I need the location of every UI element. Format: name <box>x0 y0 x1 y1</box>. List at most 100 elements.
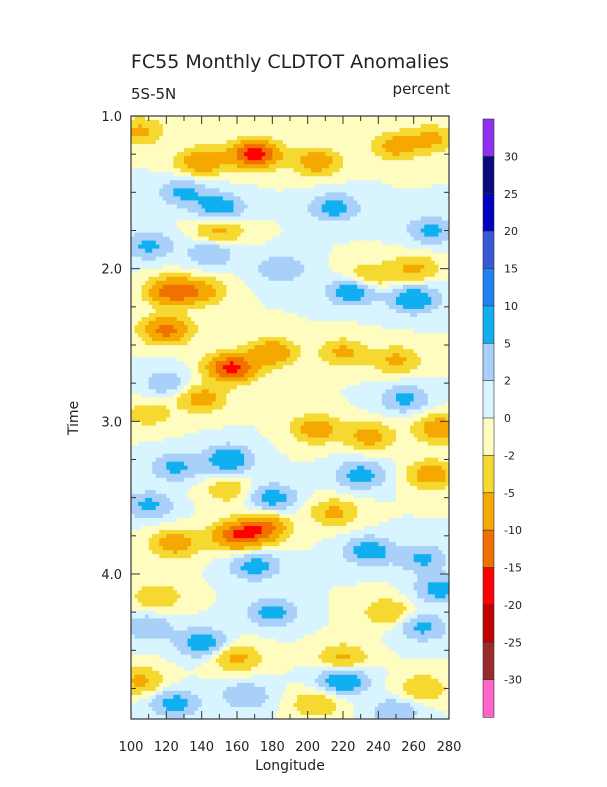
field-cell <box>378 272 383 278</box>
field-cell <box>325 317 330 322</box>
field-cell <box>332 212 337 218</box>
field-cell <box>201 212 206 218</box>
field-cell <box>290 132 295 137</box>
field-cell <box>244 208 249 214</box>
field-cell <box>431 329 436 334</box>
field-cell <box>378 164 383 169</box>
field-cell <box>251 276 256 282</box>
field-cell <box>357 284 362 290</box>
field-cell <box>247 232 252 238</box>
field-cell <box>131 224 136 230</box>
field-cell <box>131 200 136 206</box>
field-cell <box>318 156 323 161</box>
field-cell <box>208 232 213 238</box>
field-cell <box>290 288 295 294</box>
field-cell <box>293 284 298 290</box>
field-cell <box>438 296 443 302</box>
field-cell <box>159 292 164 298</box>
field-cell <box>155 280 160 286</box>
field-cell <box>300 196 305 202</box>
field-cell <box>371 317 376 322</box>
field-cell <box>268 292 273 298</box>
field-cell <box>410 280 415 286</box>
field-cell <box>279 304 284 310</box>
field-cell <box>371 224 376 230</box>
field-cell <box>406 312 411 318</box>
field-cell <box>254 152 259 157</box>
field-cell <box>254 184 259 189</box>
field-cell <box>194 180 199 185</box>
field-cell <box>176 208 182 214</box>
field-cell <box>403 264 408 270</box>
field-cell <box>134 312 139 318</box>
field-cell <box>343 216 348 222</box>
field-cell <box>413 325 418 330</box>
field-cell <box>441 292 447 298</box>
field-cell <box>385 200 390 206</box>
field-cell <box>403 192 408 197</box>
field-cell <box>420 272 425 278</box>
field-cell <box>148 124 153 129</box>
field-cell <box>371 325 376 330</box>
field-cell <box>367 224 372 230</box>
field-cell <box>290 240 295 246</box>
field-cell <box>145 240 150 246</box>
field-cell <box>314 264 319 270</box>
field-cell <box>159 272 164 278</box>
field-cell <box>364 152 369 157</box>
field-cell <box>138 172 143 177</box>
field-cell <box>194 208 199 214</box>
field-cell <box>335 304 341 310</box>
field-cell <box>293 148 298 153</box>
field-cell <box>138 292 143 298</box>
field-cell <box>180 248 185 254</box>
field-cell <box>311 156 316 161</box>
field-cell <box>148 333 153 338</box>
field-cell <box>388 333 394 338</box>
field-cell <box>396 172 401 177</box>
field-cell <box>300 292 305 298</box>
field-cell <box>258 312 263 318</box>
field-cell <box>360 184 365 189</box>
field-cell <box>413 160 418 165</box>
field-cell <box>173 148 178 153</box>
field-cell <box>258 160 263 165</box>
field-cell <box>350 321 355 326</box>
field-cell <box>314 192 319 197</box>
field-cell <box>403 329 408 334</box>
field-cell <box>286 228 291 234</box>
field-cell <box>141 288 146 294</box>
field-cell <box>173 236 178 242</box>
field-cell <box>215 128 220 133</box>
field-cell <box>399 296 404 302</box>
field-cell <box>191 240 196 246</box>
field-cell <box>420 168 425 173</box>
field-cell <box>374 160 379 165</box>
field-cell <box>438 156 443 161</box>
field-cell <box>434 296 439 302</box>
field-cell <box>148 184 153 189</box>
field-cell <box>275 224 280 230</box>
field-cell <box>360 300 365 306</box>
field-cell <box>321 176 326 181</box>
field-cell <box>424 288 429 294</box>
field-cell <box>279 168 284 173</box>
field-cell <box>364 184 369 189</box>
field-cell <box>282 204 288 210</box>
field-cell <box>413 304 418 310</box>
field-cell <box>254 204 259 210</box>
field-cell <box>205 232 210 238</box>
field-cell <box>360 252 365 258</box>
field-cell <box>297 128 302 133</box>
field-cell <box>159 204 164 210</box>
field-cell <box>307 200 312 206</box>
field-cell <box>155 300 160 306</box>
field-cell <box>176 136 182 141</box>
field-cell <box>385 244 390 250</box>
field-cell <box>152 140 157 145</box>
field-cell <box>350 325 355 330</box>
field-cell <box>321 240 326 246</box>
field-cell <box>311 172 316 177</box>
field-cell <box>247 212 252 218</box>
field-cell <box>332 325 337 330</box>
